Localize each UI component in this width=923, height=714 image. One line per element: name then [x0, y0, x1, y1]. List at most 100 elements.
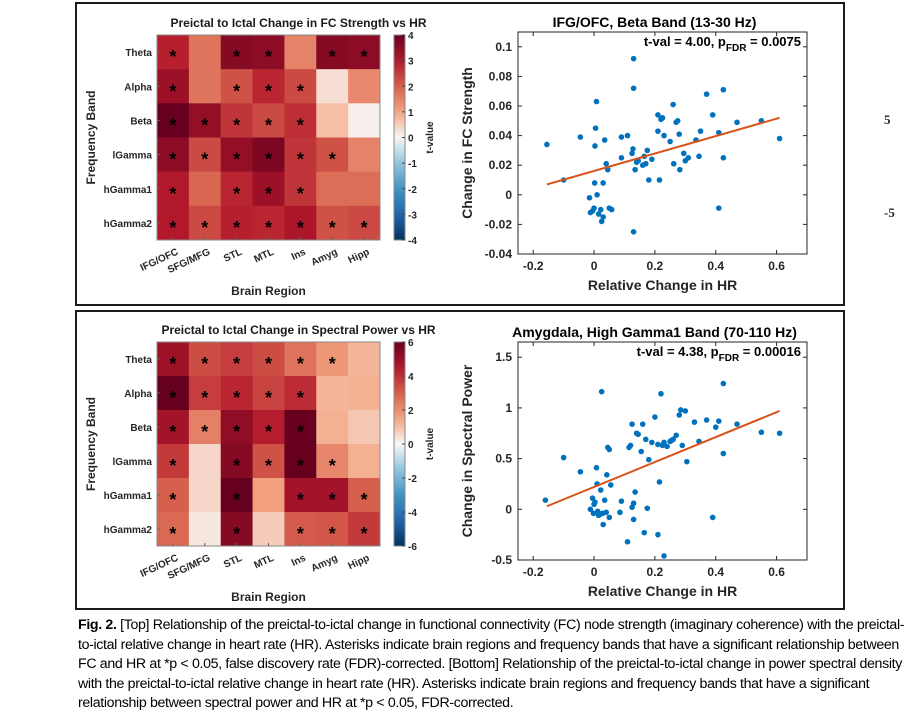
data-point	[638, 448, 645, 455]
data-point	[641, 529, 648, 536]
significance-asterisk: *	[169, 422, 176, 442]
stats-subscript: FDR	[719, 353, 740, 364]
data-point	[661, 553, 667, 559]
data-point	[630, 500, 637, 507]
significance-asterisk: *	[329, 354, 336, 374]
stats-subscript: FDR	[726, 43, 747, 54]
significance-asterisk: *	[201, 422, 208, 442]
significance-asterisk: *	[169, 354, 176, 374]
colorbar-tick-label: -4	[408, 508, 417, 519]
row-label: hGamma2	[104, 219, 153, 230]
heatmap-cell	[284, 410, 317, 445]
colorbar-tick-label: 1	[408, 108, 414, 119]
heatmap-cell	[348, 512, 381, 547]
data-point	[593, 464, 600, 471]
data-point	[591, 205, 597, 211]
heatmap-cell	[220, 205, 254, 241]
heatmap-cell	[348, 342, 381, 377]
significance-asterisk: *	[297, 218, 304, 238]
data-point	[603, 160, 610, 167]
y-tick-label: 0.04	[489, 129, 513, 143]
row-label: Theta	[125, 48, 152, 59]
significance-asterisk: *	[169, 456, 176, 476]
heatmap-cell	[157, 171, 190, 207]
y-tick-label: 0.06	[489, 99, 513, 113]
significance-asterisk: *	[265, 456, 272, 476]
scatter-title: IFG/OFC, Beta Band (13-30 Hz)	[553, 14, 757, 30]
significance-asterisk: *	[297, 115, 304, 135]
significance-asterisk: *	[297, 184, 304, 204]
significance-asterisk: *	[297, 524, 304, 544]
heatmap-title: Preictal to Ictal Change in Spectral Pow…	[161, 323, 435, 337]
heatmap-cell	[188, 512, 222, 547]
regression-line	[546, 410, 781, 508]
row-label: hGamma1	[104, 185, 153, 196]
y-tick-label: 1	[505, 401, 512, 415]
heatmap-cell	[252, 444, 285, 479]
data-point	[734, 119, 740, 126]
significance-asterisk: *	[233, 354, 240, 374]
heatmap-cell	[252, 205, 285, 241]
heatmap-xlabel: Brain Region	[231, 590, 306, 604]
heatmap-ylabel: Frequency Band	[84, 90, 98, 184]
significance-asterisk: *	[361, 524, 368, 544]
heatmap-cell	[188, 205, 222, 241]
heatmap-cell	[284, 376, 317, 411]
heatmap-cell	[188, 171, 222, 207]
data-point	[592, 143, 598, 149]
data-point	[720, 155, 727, 161]
heatmap-cell	[348, 376, 381, 411]
heatmap-cell	[316, 376, 349, 411]
heatmap-cell	[252, 512, 285, 547]
significance-asterisk: *	[233, 47, 240, 67]
significance-asterisk: *	[169, 150, 176, 170]
heatmap-cell	[252, 410, 285, 445]
data-point	[603, 509, 610, 516]
data-point	[677, 407, 684, 413]
significance-asterisk: *	[169, 218, 176, 238]
significance-asterisk: *	[265, 354, 272, 374]
heatmap-cell	[316, 478, 349, 513]
colorbar-tick-label: 4	[408, 31, 414, 42]
data-point	[630, 85, 637, 92]
heatmap-cell	[220, 171, 254, 207]
significance-asterisk: *	[233, 81, 240, 101]
scatter-ylabel: Change in FC Strength	[459, 67, 475, 219]
data-point	[659, 115, 666, 121]
data-point	[597, 487, 604, 493]
heatmap-xlabel: Brain Region	[231, 284, 306, 298]
data-point	[542, 497, 549, 503]
heatmap-cell	[252, 35, 285, 70]
data-point	[661, 439, 667, 446]
col-label: STL	[222, 553, 244, 571]
plot-area	[517, 31, 808, 255]
data-point	[709, 112, 716, 118]
x-tick-label: -0.2	[523, 565, 544, 579]
colorbar-tick-label: -3	[408, 210, 417, 221]
data-point	[676, 412, 683, 418]
colorbar-tick-label: 2	[408, 406, 414, 417]
x-tick-label: 0.2	[647, 259, 664, 273]
heatmap-cell	[188, 137, 222, 173]
heatmap-cell	[157, 137, 190, 173]
heatmap-cell	[316, 69, 349, 104]
heatmap-cell	[316, 205, 349, 241]
data-point	[618, 498, 625, 504]
heatmap-cell	[188, 376, 222, 411]
data-point	[632, 489, 638, 495]
colorbar-tick-label: 2	[408, 82, 414, 93]
heatmap-cell	[348, 478, 381, 513]
figure-panel-top: Preictal to Ictal Change in FC Strength …	[75, 2, 845, 306]
data-point	[598, 218, 605, 225]
significance-asterisk: *	[233, 388, 240, 408]
data-point	[630, 516, 637, 523]
heatmap-cell	[348, 137, 381, 173]
data-point	[594, 192, 600, 198]
fc-heatmap: Preictal to Ictal Change in FC Strength …	[84, 16, 436, 298]
colorbar-tick-label: 0	[408, 440, 414, 451]
data-point	[591, 180, 598, 186]
data-point	[703, 417, 710, 423]
col-label: STL	[222, 247, 244, 265]
data-point	[600, 521, 606, 528]
data-point	[679, 442, 686, 449]
